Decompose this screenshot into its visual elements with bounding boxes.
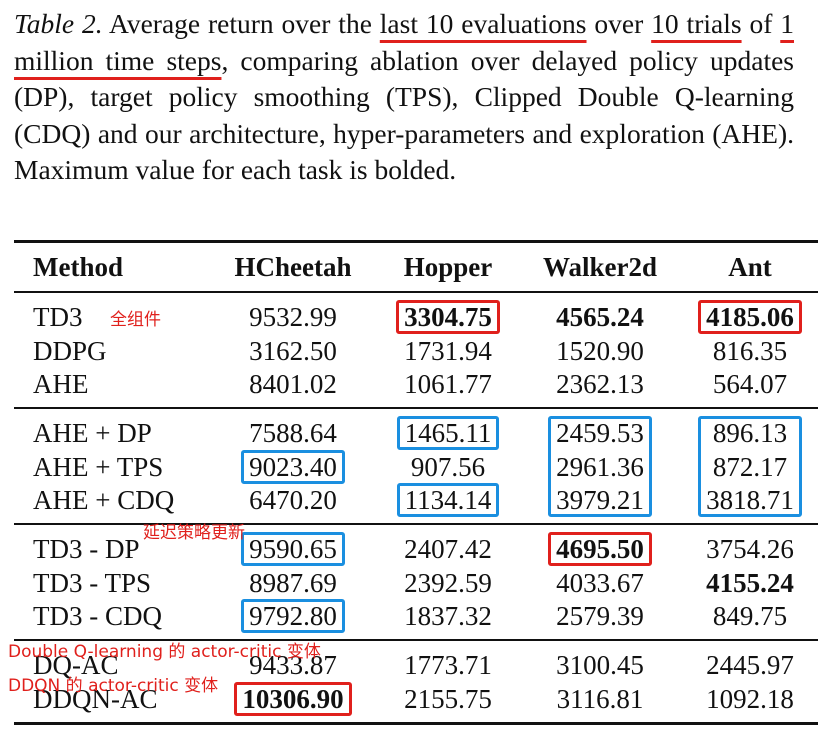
caption-text: 1 million time steps [14, 8, 794, 76]
method-name: TD3 - DP [33, 534, 140, 564]
table-caption: Table 2. Average return over the last 10… [14, 6, 794, 189]
table-cell: 907.56 [410, 451, 486, 482]
highlight-box [396, 300, 500, 334]
highlight-box [548, 416, 652, 517]
table-cell: 2459.53 [556, 418, 644, 448]
column-header: Method [33, 252, 123, 282]
table-rule [14, 721, 818, 725]
annotation: DDQN 的 actor-critic 变体 [8, 676, 219, 696]
method-name: TD3 [33, 302, 83, 332]
highlight-box [241, 599, 345, 633]
annotation: Double Q-learning 的 actor-critic 变体 [8, 642, 321, 662]
caption-label: Table 2. [14, 8, 103, 39]
table-cell: 4033.67 [556, 567, 644, 598]
method-name: AHE [33, 369, 89, 399]
caption-text: over [586, 8, 652, 39]
table-cell: 8401.02 [249, 369, 337, 399]
table-cell: 10306.90 [242, 683, 344, 714]
table-cell: 7588.64 [249, 418, 337, 448]
table-cell: 872.17 [712, 451, 788, 482]
table-cell: 6470.20 [249, 485, 337, 515]
table-cell: 9023.40 [249, 451, 337, 482]
table-cell: 3162.50 [249, 335, 337, 366]
table-cell: 1837.32 [404, 601, 492, 631]
caption-text: last 10 evaluations [379, 8, 587, 39]
table-cell: 4155.24 [706, 567, 794, 598]
highlight-box [548, 532, 652, 566]
highlight-box [396, 483, 500, 517]
table-cell: 2155.75 [404, 683, 492, 714]
table-cell: 2961.36 [556, 451, 644, 482]
method-name: TD3 - TPS [33, 567, 152, 598]
table-cell: 3818.71 [706, 485, 794, 515]
method-name: DQ-AC [33, 650, 119, 680]
method-name: AHE + TPS [33, 451, 164, 482]
table-cell: 9590.65 [249, 534, 337, 564]
table-cell: 816.35 [712, 335, 788, 366]
highlight-box [234, 681, 352, 716]
table-cell: 1061.77 [404, 369, 492, 399]
column-header: Walker2d [542, 252, 658, 282]
table-cell: 564.07 [712, 369, 788, 399]
table-cell: 4185.06 [706, 302, 794, 332]
table-cell: 9433.87 [249, 650, 337, 680]
table-cell: 896.13 [712, 418, 788, 448]
table-cell: 1773.71 [404, 650, 492, 680]
table-cell: 2579.39 [556, 601, 644, 631]
table-cell: 2362.13 [556, 369, 644, 399]
table-cell: 1465.11 [404, 418, 492, 448]
table-cell: 849.75 [712, 601, 788, 631]
table-cell: 3979.21 [556, 485, 644, 515]
table-rule [14, 523, 818, 525]
caption-text: Average return over the [102, 8, 380, 39]
column-header: Hopper [403, 252, 493, 282]
table-cell: 8987.69 [249, 567, 337, 598]
table-cell: 9792.80 [249, 601, 337, 631]
table-cell: 1520.90 [556, 335, 644, 366]
table-cell: 3100.45 [556, 650, 644, 680]
table-rule [14, 639, 818, 641]
table-cell: 1134.14 [404, 485, 492, 515]
table-cell: 4695.50 [556, 534, 644, 564]
method-name: TD3 - CDQ [33, 601, 162, 631]
table-cell: 2392.59 [404, 567, 492, 598]
table-cell: 4565.24 [556, 302, 644, 332]
table-cell: 1092.18 [706, 683, 794, 714]
method-name: DDQN-AC [33, 683, 158, 714]
highlight-box [241, 532, 345, 566]
table-rule [14, 291, 818, 293]
highlight-box [241, 449, 345, 484]
method-name: AHE + DP [33, 418, 152, 448]
highlight-box [698, 300, 802, 334]
highlight-box [698, 416, 802, 517]
table-cell: 3116.81 [556, 683, 644, 714]
column-header: Ant [728, 252, 772, 282]
table-rule [14, 240, 818, 243]
annotation: 延迟策略更新 [143, 523, 245, 543]
caption-text: , comparing ablation over delayed policy… [14, 44, 794, 186]
table-cell: 9532.99 [249, 302, 337, 332]
table-cell: 2445.97 [706, 650, 794, 680]
column-header: HCheetah [234, 252, 352, 282]
table-cell: 3754.26 [706, 534, 794, 564]
caption-text: of [741, 8, 781, 39]
table-cell: 2407.42 [404, 534, 492, 564]
highlight-box [396, 416, 500, 450]
table-cell: 3304.75 [404, 302, 492, 332]
table-cell: 1731.94 [404, 335, 492, 366]
method-name: DDPG [33, 335, 107, 366]
method-name: AHE + CDQ [33, 485, 175, 515]
table-rule [14, 407, 818, 409]
caption-text: 10 trials [651, 8, 742, 39]
annotation: 全组件 [110, 310, 161, 330]
